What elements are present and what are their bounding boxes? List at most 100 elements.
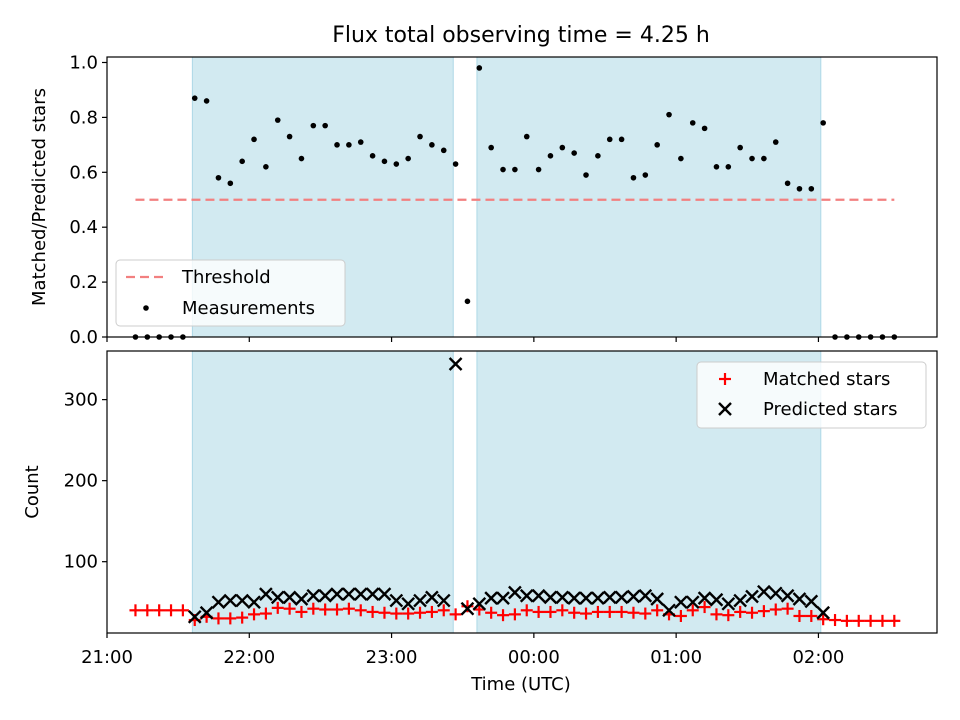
measurement-point — [322, 122, 328, 129]
bottom-panel: 100 200 300 21:00 22:00 23:00 00:00 01:00 02:00… — [22, 350, 938, 695]
predicted-star-point — [650, 592, 665, 606]
predicted-star-point — [733, 593, 748, 608]
measurement-point — [203, 98, 210, 104]
matched-star-point — [698, 601, 711, 614]
matched-star-point — [544, 605, 557, 618]
matched-star-point — [425, 605, 438, 618]
predicted-star-point — [792, 592, 807, 606]
matched-star-point — [556, 604, 569, 617]
bottom-legend-box — [696, 361, 927, 429]
x-tick-label: 02:00 — [792, 647, 844, 668]
top-legend-box — [115, 259, 346, 327]
matched-star-point — [129, 604, 142, 617]
matched-star-point — [864, 614, 877, 627]
chart-title: Flux total observing time = 4.25 h — [332, 23, 710, 48]
x-tick-label: 01:00 — [650, 647, 702, 668]
bottom-y-tick-label: 300 — [64, 390, 98, 411]
matched-star-point — [876, 614, 889, 627]
measurement-point — [725, 164, 732, 170]
measurement-point — [630, 174, 637, 181]
matched-star-point — [307, 602, 320, 615]
matched-star-point — [437, 604, 450, 617]
matched-star-point — [449, 608, 462, 621]
matched-star-point — [319, 603, 332, 616]
predicted-star-point — [697, 591, 712, 606]
measurement-point — [286, 133, 293, 140]
matched-star-point — [354, 604, 367, 617]
measurement-point — [606, 136, 613, 143]
matched-star-point — [722, 609, 735, 622]
matched-star-point — [402, 607, 415, 620]
measurement-point — [808, 185, 815, 192]
predicted-star-point — [555, 590, 570, 605]
matched-star-point — [591, 605, 604, 618]
bottom-axes-frame — [106, 350, 938, 634]
top-y-tick-label: 1.0 — [69, 52, 98, 73]
predicted-star-point — [614, 590, 629, 605]
predicted-star-point — [602, 590, 617, 605]
measurement-point — [796, 185, 803, 192]
measurement-point — [737, 144, 743, 151]
bottom-shaded-intervals — [191, 351, 822, 633]
legend-threshold-label: Threshold — [181, 267, 271, 288]
x-tick-label: 23:00 — [366, 647, 418, 668]
measurement-point — [583, 172, 589, 178]
predicted-star-point — [709, 592, 724, 607]
top-y-tick-label: 0.2 — [69, 272, 98, 293]
x-axis-label: Time (UTC) — [470, 674, 571, 695]
top-y-ticks: 0.0 0.2 0.4 0.6 0.8 1.0 — [69, 52, 107, 348]
bottom-y-ticks: 100 200 300 — [64, 390, 107, 573]
predicted-star-point — [519, 588, 534, 603]
predicted-star-point — [567, 591, 582, 606]
measurement-point — [488, 144, 494, 151]
measurement-point — [405, 155, 411, 162]
matched-star-point — [686, 604, 699, 617]
bottom-legend: Matched stars Predicted stars — [696, 361, 927, 429]
measurement-point — [452, 161, 459, 167]
measurement-point — [595, 153, 601, 159]
predicted-star-point — [282, 590, 297, 605]
bottom-chart-marks — [129, 357, 901, 627]
measurement-point — [618, 136, 625, 143]
top-x-ticks — [106, 337, 820, 342]
predicted-star-point — [496, 591, 510, 606]
predicted-star-point — [235, 593, 250, 608]
predicted-star-point — [436, 593, 451, 608]
predicted-star-point — [377, 587, 392, 601]
predicted-star-point — [353, 587, 368, 601]
measurement-point — [239, 158, 245, 165]
legend-matched-label: Matched stars — [763, 369, 890, 390]
measurement-point — [357, 139, 364, 145]
measurement-point — [227, 180, 234, 187]
matched-star-point — [746, 606, 759, 619]
matched-star-point — [840, 614, 853, 627]
measurement-point — [500, 166, 506, 173]
measurement-point — [642, 172, 649, 178]
matched-star-point — [497, 609, 510, 622]
measurement-point — [559, 144, 566, 151]
predicted-star-point — [591, 591, 605, 606]
measurement-point — [476, 65, 483, 71]
top-y-tick-label: 0.0 — [69, 327, 98, 348]
measurement-point — [784, 180, 791, 187]
predicted-star-point — [460, 601, 475, 616]
measurement-point — [346, 142, 352, 148]
matched-star-point — [568, 606, 581, 619]
matched-star-point — [781, 602, 794, 615]
predicted-star-point — [294, 592, 309, 606]
predicted-star-point — [259, 587, 273, 601]
matched-star-point — [153, 604, 166, 617]
matched-star-point — [283, 602, 296, 615]
predicted-star-point — [745, 589, 759, 604]
predicted-star-point — [389, 593, 404, 608]
predicted-star-point — [270, 590, 285, 605]
predicted-star-point — [757, 584, 771, 599]
measurement-point — [654, 142, 660, 148]
top-panel: 0.0 0.2 0.4 0.6 0.8 1.0 Matched/Predicted sta… — [29, 52, 938, 348]
matched-star-point — [248, 608, 261, 621]
legend-measurements-swatch — [143, 305, 149, 311]
matched-star-point — [710, 608, 723, 621]
predicted-star-point — [223, 593, 238, 608]
matched-star-point — [651, 604, 664, 617]
